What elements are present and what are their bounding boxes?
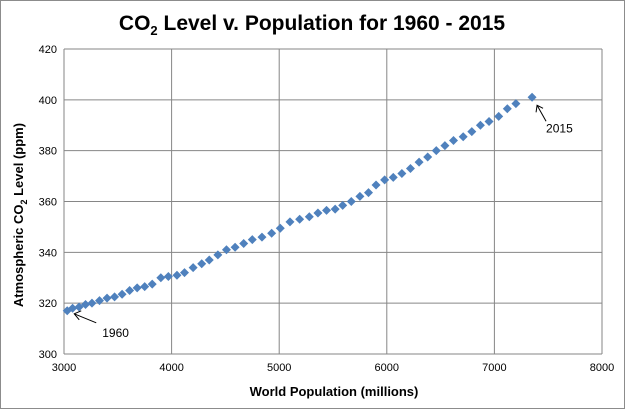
data-point (449, 136, 459, 145)
x-tick-label: 6000 (375, 362, 399, 374)
annotation-arrow-1960 (74, 313, 97, 324)
data-point (330, 204, 340, 214)
data-point (440, 141, 450, 151)
data-point (414, 157, 424, 167)
data-point (172, 270, 182, 280)
data-point (475, 120, 485, 130)
y-axis-title-subscript: 2 (19, 199, 29, 204)
annotation-label-1960: 1960 (102, 326, 129, 340)
data-point (338, 200, 348, 210)
data-point (484, 116, 494, 126)
y-axis-title-rest: Level (ppm) (11, 123, 26, 200)
data-point (257, 232, 267, 242)
chart-title-subscript: 2 (150, 23, 157, 38)
data-point (247, 235, 257, 245)
data-point (527, 92, 537, 102)
y-axis-title: Atmospheric CO2 Level (ppm) (11, 123, 29, 307)
y-tick-label: 320 (39, 298, 57, 310)
data-point (458, 132, 468, 142)
data-point (322, 205, 332, 215)
data-point (140, 282, 150, 292)
data-point (346, 197, 356, 206)
data-point (285, 217, 295, 227)
data-point (197, 259, 207, 269)
chart-title-rest: Level v. Population for 1960 - 2015 (158, 12, 506, 35)
annotation-label-2015: 2015 (546, 121, 573, 135)
data-point (502, 104, 512, 114)
data-point (423, 152, 433, 162)
data-point (275, 223, 285, 233)
tick-labels: 3000 4000 5000 6000 7000 8000 300 320 340 360 380 4… (39, 44, 615, 374)
data-point (304, 212, 314, 222)
data-point (405, 163, 415, 173)
data-point (180, 268, 190, 278)
data-point (95, 296, 105, 306)
data-point (364, 188, 374, 198)
y-tick-label: 420 (39, 44, 57, 56)
data-point (388, 172, 398, 182)
x-tick-label: 7000 (482, 362, 506, 374)
data-point (397, 169, 407, 179)
data-point (230, 242, 240, 252)
chart-title-main: CO (119, 12, 151, 35)
y-axis-title-main: Atmospheric CO (11, 205, 26, 308)
data-point (68, 303, 78, 313)
y-tick-label: 400 (39, 95, 57, 107)
x-tick-label: 5000 (267, 362, 291, 374)
x-tick-label: 4000 (159, 362, 183, 374)
data-point (156, 273, 166, 283)
data-point (267, 228, 277, 238)
annotation-arrowhead-1960 (73, 310, 82, 321)
y-tick-label: 300 (39, 349, 57, 361)
data-point (117, 289, 127, 299)
data-point (355, 191, 365, 201)
data-point (221, 245, 231, 255)
y-tick-label: 380 (39, 146, 57, 158)
data-point (295, 214, 305, 224)
annotation-arrowhead-2015 (535, 104, 544, 113)
data-point (81, 299, 91, 309)
annotations: 1960 2015 (73, 104, 573, 340)
data-point (132, 283, 142, 293)
x-tick-label: 8000 (590, 362, 614, 374)
data-point (313, 208, 323, 218)
data-point (163, 271, 173, 281)
x-tick-label: 3000 (52, 362, 76, 374)
data-point (147, 279, 157, 289)
annotation-arrow-2015 (536, 105, 547, 122)
data-point (431, 146, 441, 156)
data-point (204, 255, 214, 265)
data-point (494, 111, 504, 121)
y-tick-label: 360 (39, 197, 57, 209)
data-point (110, 292, 120, 302)
x-axis-title: World Population (millions) (250, 384, 419, 399)
chart-title: CO2 Level v. Population for 1960 - 2015 (119, 12, 505, 38)
data-point (371, 180, 381, 190)
data-point (102, 293, 112, 303)
data-point (213, 250, 223, 260)
y-tick-label: 340 (39, 247, 57, 259)
data-point (511, 99, 521, 109)
data-point (188, 263, 198, 273)
data-point (380, 175, 390, 185)
data-point (125, 285, 135, 295)
gridlines (63, 48, 603, 355)
data-point (467, 127, 477, 137)
data-point (87, 298, 97, 308)
data-point (239, 238, 249, 248)
data-points (62, 92, 537, 316)
